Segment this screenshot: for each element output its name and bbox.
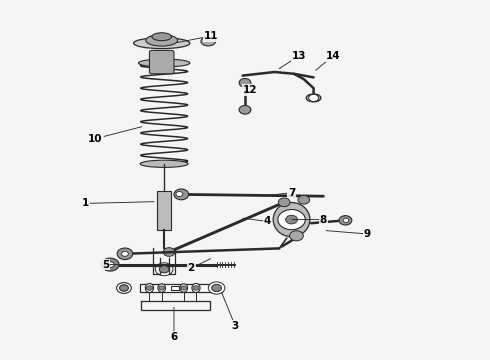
- Circle shape: [117, 283, 131, 293]
- Ellipse shape: [273, 202, 310, 237]
- Circle shape: [174, 189, 189, 200]
- Ellipse shape: [192, 283, 200, 293]
- Text: 13: 13: [292, 51, 306, 61]
- Circle shape: [193, 286, 199, 290]
- Circle shape: [278, 198, 290, 207]
- Circle shape: [278, 210, 305, 230]
- Circle shape: [339, 216, 352, 225]
- Circle shape: [163, 248, 175, 256]
- Circle shape: [176, 192, 183, 197]
- Ellipse shape: [306, 94, 321, 102]
- Text: 4: 4: [263, 216, 271, 226]
- Circle shape: [290, 231, 303, 241]
- Text: 14: 14: [326, 51, 341, 61]
- Bar: [140, 284, 211, 292]
- Bar: [157, 191, 171, 230]
- Text: 12: 12: [243, 85, 257, 95]
- Ellipse shape: [152, 33, 172, 41]
- Circle shape: [239, 78, 251, 87]
- Text: 3: 3: [232, 321, 239, 331]
- FancyBboxPatch shape: [149, 50, 174, 74]
- Circle shape: [159, 286, 165, 290]
- Circle shape: [212, 284, 221, 292]
- Text: 1: 1: [82, 198, 89, 208]
- Circle shape: [286, 215, 297, 224]
- Ellipse shape: [146, 283, 153, 293]
- Circle shape: [239, 105, 251, 114]
- Circle shape: [106, 262, 114, 267]
- Ellipse shape: [146, 35, 177, 46]
- Text: 8: 8: [320, 215, 327, 225]
- Text: 9: 9: [364, 229, 371, 239]
- Circle shape: [208, 282, 225, 294]
- Circle shape: [309, 94, 318, 102]
- Circle shape: [122, 251, 128, 256]
- Circle shape: [101, 258, 119, 271]
- Ellipse shape: [133, 38, 190, 49]
- Text: 6: 6: [171, 332, 177, 342]
- Circle shape: [298, 195, 310, 204]
- Text: 11: 11: [203, 31, 218, 41]
- Ellipse shape: [201, 37, 216, 46]
- Text: 10: 10: [88, 134, 103, 144]
- Ellipse shape: [180, 284, 188, 292]
- Circle shape: [117, 248, 133, 260]
- Ellipse shape: [139, 59, 190, 67]
- Circle shape: [181, 286, 187, 290]
- Text: 5: 5: [102, 260, 109, 270]
- Bar: [171, 286, 179, 290]
- Circle shape: [120, 285, 128, 291]
- Circle shape: [343, 218, 349, 222]
- Ellipse shape: [140, 160, 188, 167]
- Text: 2: 2: [188, 263, 195, 273]
- Circle shape: [159, 266, 169, 273]
- Ellipse shape: [158, 284, 166, 292]
- Circle shape: [147, 286, 152, 290]
- Text: 7: 7: [288, 188, 295, 198]
